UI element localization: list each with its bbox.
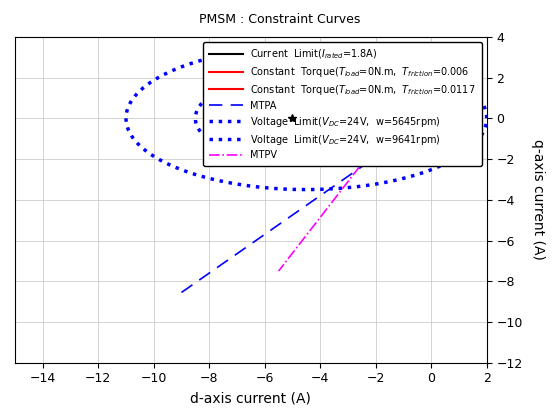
Voltage  Limit($V_{DC}$=24V,  w=5645rpm) [447,73,454,78]
Current  Limit($I_{rated}$=1.8A) [428,79,435,84]
Constant  Torque($T_{load}$=0N.m,  $T_{friction}$=0.0117 [290,113,296,118]
Text: PMSM : Constraint Curves: PMSM : Constraint Curves [199,13,361,26]
Voltage  Limit($V_{DC}$=24V,  w=9641rpm) [337,158,344,163]
MTPA [343,175,350,180]
Constant  Torque($T_{load}$=0N.m,  $T_{friction}$=0.0117 [413,113,420,118]
Constant  Torque($T_{load}$=0N.m,  $T_{friction}$=0.0117 [379,113,386,118]
MTPA [456,97,463,102]
Voltage  Limit($V_{DC}$=24V,  w=5645rpm) [135,90,142,95]
Voltage  Limit($V_{DC}$=24V,  w=5645rpm) [303,45,310,50]
Constant  Torque($T_{load}$=0N.m,  $T_{friction}$=0.006 [413,115,420,120]
Current  Limit($I_{rated}$=1.8A) [428,152,435,158]
Voltage  Limit($V_{DC}$=24V,  w=9641rpm) [325,160,332,165]
Voltage  Limit($V_{DC}$=24V,  w=5645rpm) [358,184,365,189]
Voltage  Limit($V_{DC}$=24V,  w=9641rpm) [303,71,310,76]
Constant  Torque($T_{load}$=0N.m,  $T_{friction}$=0.006 [422,115,429,120]
Constant  Torque($T_{load}$=0N.m,  $T_{friction}$=0.006 [379,115,386,120]
Voltage  Limit($V_{DC}$=24V,  w=9641rpm) [392,89,399,94]
MTPA [348,171,354,176]
Voltage  Limit($V_{DC}$=24V,  w=9641rpm) [199,100,206,105]
Voltage  Limit($V_{DC}$=24V,  w=9641rpm) [414,116,421,121]
Current  Limit($I_{rated}$=1.8A) [478,116,484,121]
Voltage  Limit($V_{DC}$=24V,  w=5645rpm) [153,76,160,81]
Voltage  Limit($V_{DC}$=24V,  w=9641rpm) [303,160,310,165]
Current  Limit($I_{rated}$=1.8A) [478,116,484,121]
Constant  Torque($T_{load}$=0N.m,  $T_{friction}$=0.0117 [289,113,296,118]
Current  Limit($I_{rated}$=1.8A) [386,95,393,100]
MTPA [412,127,419,132]
Line: Current  Limit($I_{rated}$=1.8A): Current Limit($I_{rated}$=1.8A) [381,81,481,155]
Current  Limit($I_{rated}$=1.8A) [381,102,388,108]
Constant  Torque($T_{load}$=0N.m,  $T_{friction}$=0.006 [436,115,443,120]
X-axis label: d-axis current (A): d-axis current (A) [190,391,311,405]
Constant  Torque($T_{load}$=0N.m,  $T_{friction}$=0.0117 [436,113,443,118]
MTPA [179,289,186,294]
Voltage  Limit($V_{DC}$=24V,  w=9641rpm) [260,157,267,162]
MTPA [178,290,185,295]
Current  Limit($I_{rated}$=1.8A) [443,151,450,156]
Voltage  Limit($V_{DC}$=24V,  w=5645rpm) [339,186,346,191]
MTPV [378,136,385,141]
Constant  Torque($T_{load}$=0N.m,  $T_{friction}$=0.0117 [377,113,384,118]
MTPV [275,268,282,273]
MTPA [430,115,436,120]
Legend: Current  Limit($I_{rated}$=1.8A), Constant  Torque($T_{load}$=0N.m,  $T_{frictio: Current Limit($I_{rated}$=1.8A), Constan… [203,42,482,166]
Voltage  Limit($V_{DC}$=24V,  w=5645rpm) [234,182,241,187]
Current  Limit($I_{rated}$=1.8A) [409,150,416,155]
Current  Limit($I_{rated}$=1.8A) [468,94,474,99]
Constant  Torque($T_{load}$=0N.m,  $T_{friction}$=0.006 [377,115,384,120]
Line: Voltage  Limit($V_{DC}$=24V,  w=5645rpm): Voltage Limit($V_{DC}$=24V, w=5645rpm) [126,47,487,189]
Voltage  Limit($V_{DC}$=24V,  w=5645rpm) [483,116,490,121]
Constant  Torque($T_{load}$=0N.m,  $T_{friction}$=0.0117 [422,113,429,118]
Constant  Torque($T_{load}$=0N.m,  $T_{friction}$=0.0117 [376,113,383,118]
Current  Limit($I_{rated}$=1.8A) [438,152,445,157]
Line: MTPV: MTPV [278,139,381,271]
Constant  Torque($T_{load}$=0N.m,  $T_{friction}$=0.006 [289,115,296,120]
Constant  Torque($T_{load}$=0N.m,  $T_{friction}$=0.006 [376,115,383,120]
Line: MTPA: MTPA [181,99,459,292]
Line: Voltage  Limit($V_{DC}$=24V,  w=9641rpm): Voltage Limit($V_{DC}$=24V, w=9641rpm) [195,74,417,163]
Voltage  Limit($V_{DC}$=24V,  w=9641rpm) [414,116,421,121]
Voltage  Limit($V_{DC}$=24V,  w=5645rpm) [303,187,310,192]
Voltage  Limit($V_{DC}$=24V,  w=9641rpm) [211,91,218,96]
Y-axis label: q-axis current (A): q-axis current (A) [531,139,545,260]
MTPA [342,176,349,181]
Voltage  Limit($V_{DC}$=24V,  w=5645rpm) [483,116,490,121]
Constant  Torque($T_{load}$=0N.m,  $T_{friction}$=0.006 [290,115,296,120]
